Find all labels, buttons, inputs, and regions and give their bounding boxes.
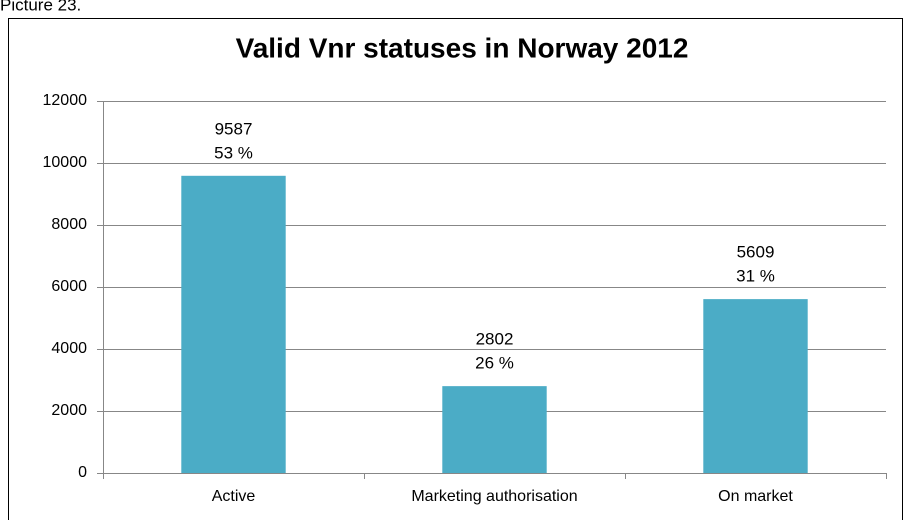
x-tick-label: Active: [212, 488, 256, 505]
bar: [181, 175, 286, 474]
y-tick-label: 4000: [51, 340, 87, 357]
chart-border: [8, 18, 903, 520]
y-tick-label: 6000: [51, 278, 87, 295]
data-label: 2802: [476, 330, 514, 349]
bar: [442, 386, 547, 473]
data-label: 5609: [737, 243, 775, 262]
y-tick-label: 12000: [43, 92, 88, 109]
y-tick-label: 10000: [43, 154, 88, 171]
x-tick-label: On market: [718, 488, 793, 505]
y-tick-label: 8000: [51, 216, 87, 233]
data-label: 9587: [215, 119, 253, 138]
x-tick-label: Marketing authorisation: [411, 488, 577, 505]
y-tick-label: 0: [78, 464, 87, 481]
percent-label: 26 %: [475, 354, 514, 373]
percent-label: 31 %: [736, 267, 775, 286]
percent-label: 53 %: [214, 143, 253, 162]
chart-title: Valid Vnr statuses in Norway 2012: [236, 32, 689, 63]
bar: [703, 299, 808, 473]
y-tick-label: 2000: [51, 402, 87, 419]
caption: Picture 23.: [0, 0, 81, 14]
